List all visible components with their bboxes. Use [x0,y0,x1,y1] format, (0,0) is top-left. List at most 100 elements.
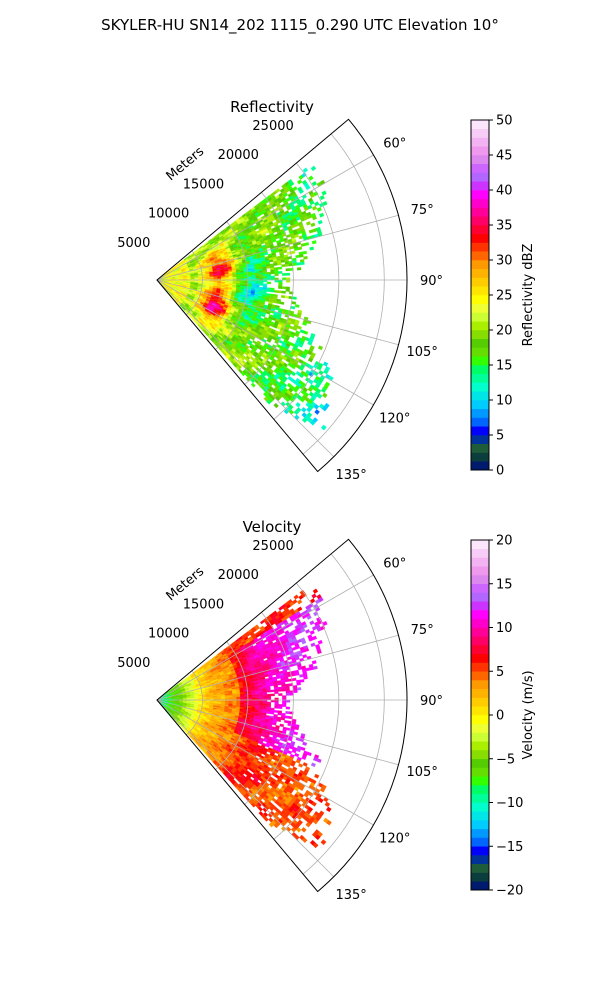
colorbar-segment [471,137,489,147]
radar-cell [317,345,323,351]
radar-cell [290,250,296,255]
radar-cell [299,254,304,258]
colorbar-segment [471,286,489,296]
radar-cell [316,207,322,212]
radar-cell [321,392,328,399]
radar-cell [294,304,300,308]
radar-cell [281,290,286,294]
colorbar-segment [471,260,489,270]
radar-cell [309,620,315,626]
panel-velocity: 60°75°90°105°120°135°5000100001500020000… [117,518,536,903]
colorbar-tick-label: 25 [496,289,513,304]
radar-cell [305,221,311,226]
colorbar-segment [471,155,489,165]
colorbar-segment [471,321,489,331]
radar-cell [281,688,287,692]
radar-cell [305,184,311,191]
radar-cell [251,696,256,699]
radar-cell [317,639,323,645]
range-ring-label: 25000 [252,119,293,134]
colorbar-segment [471,365,489,375]
radar-cell [322,361,329,367]
colorbar-segment [471,163,489,173]
radar-cell [295,254,300,259]
colorbar-segment [471,312,489,322]
colorbar-segment [471,128,489,138]
radar-cell [280,295,286,299]
radar-cell [305,629,311,634]
radar-cell [236,695,241,698]
colorbar-segment [471,233,489,243]
radar-cell [240,275,245,278]
radar-cell [303,676,308,680]
radar-cell [299,679,305,683]
radar-cell [302,250,307,255]
radar-cell [278,271,283,274]
radar-cell [296,687,302,691]
colorbar-tick-label: 30 [496,254,513,269]
radar-cell [285,692,291,696]
azimuth-tick-label: 90° [420,274,443,289]
radar-cell [285,263,290,267]
radar-cell [251,281,256,284]
range-ring-label: 5000 [117,236,150,251]
radar-cell [278,284,283,287]
radar-field-reflectivity [158,165,334,431]
radar-cell [259,274,264,277]
radar-cell [285,288,290,292]
colorbar-tick-label: 10 [496,394,513,409]
radar-cell [293,690,298,693]
radar-cell [266,281,272,285]
colorbar-segment [471,338,489,348]
radar-cell [278,706,283,709]
colorbar-segment [471,408,489,418]
radar-cell [273,290,279,293]
radar-cell [259,281,264,284]
radar-cell [266,265,271,269]
radar-cell [296,599,303,605]
colorbar-tick-label: 5 [496,429,504,444]
radar-cell [298,189,304,195]
radar-cell [302,654,308,659]
radar-cell [274,271,279,274]
radar-cell [217,277,222,280]
radar-cell [282,704,287,707]
radar-cell [247,281,252,284]
radar-cell [285,706,290,710]
radar-cell [285,272,291,276]
colorbar-segment [471,225,489,235]
radar-cell [259,283,264,286]
radar-cell [305,667,311,672]
radar-cell [266,275,272,279]
range-ring-label: 10000 [148,207,189,222]
radar-cell [274,273,279,277]
radar-cell [319,195,325,201]
colorbar-segment [471,347,489,357]
colorbar-segment [471,391,489,401]
colorbar-tick-label: 0 [496,464,504,479]
colorbar-tick-label: 50 [496,114,513,129]
radar-cell [240,276,245,279]
colorbar-segment [471,190,489,200]
radar-cell [247,274,252,277]
colorbar-tick-label: 35 [496,219,513,234]
colorbar-tick-label: 45 [496,149,513,164]
colorbar-tick-label: 20 [496,324,513,339]
radar-cell [274,703,279,707]
radar-cell [278,286,283,289]
colorbar-segment [471,146,489,156]
radar-cell [278,693,283,696]
radar-cell [277,290,283,294]
colorbar-segment [471,303,489,313]
radar-cell [282,273,287,276]
colorbar-segment [471,216,489,226]
radar-cell [251,274,256,277]
radar-cell [293,687,298,691]
radar-cell [263,701,268,704]
radar-cell [255,696,260,699]
radar-cell [303,256,308,260]
radar-cell [277,262,282,266]
radar-cell [309,666,314,671]
radar-cell [302,167,309,173]
